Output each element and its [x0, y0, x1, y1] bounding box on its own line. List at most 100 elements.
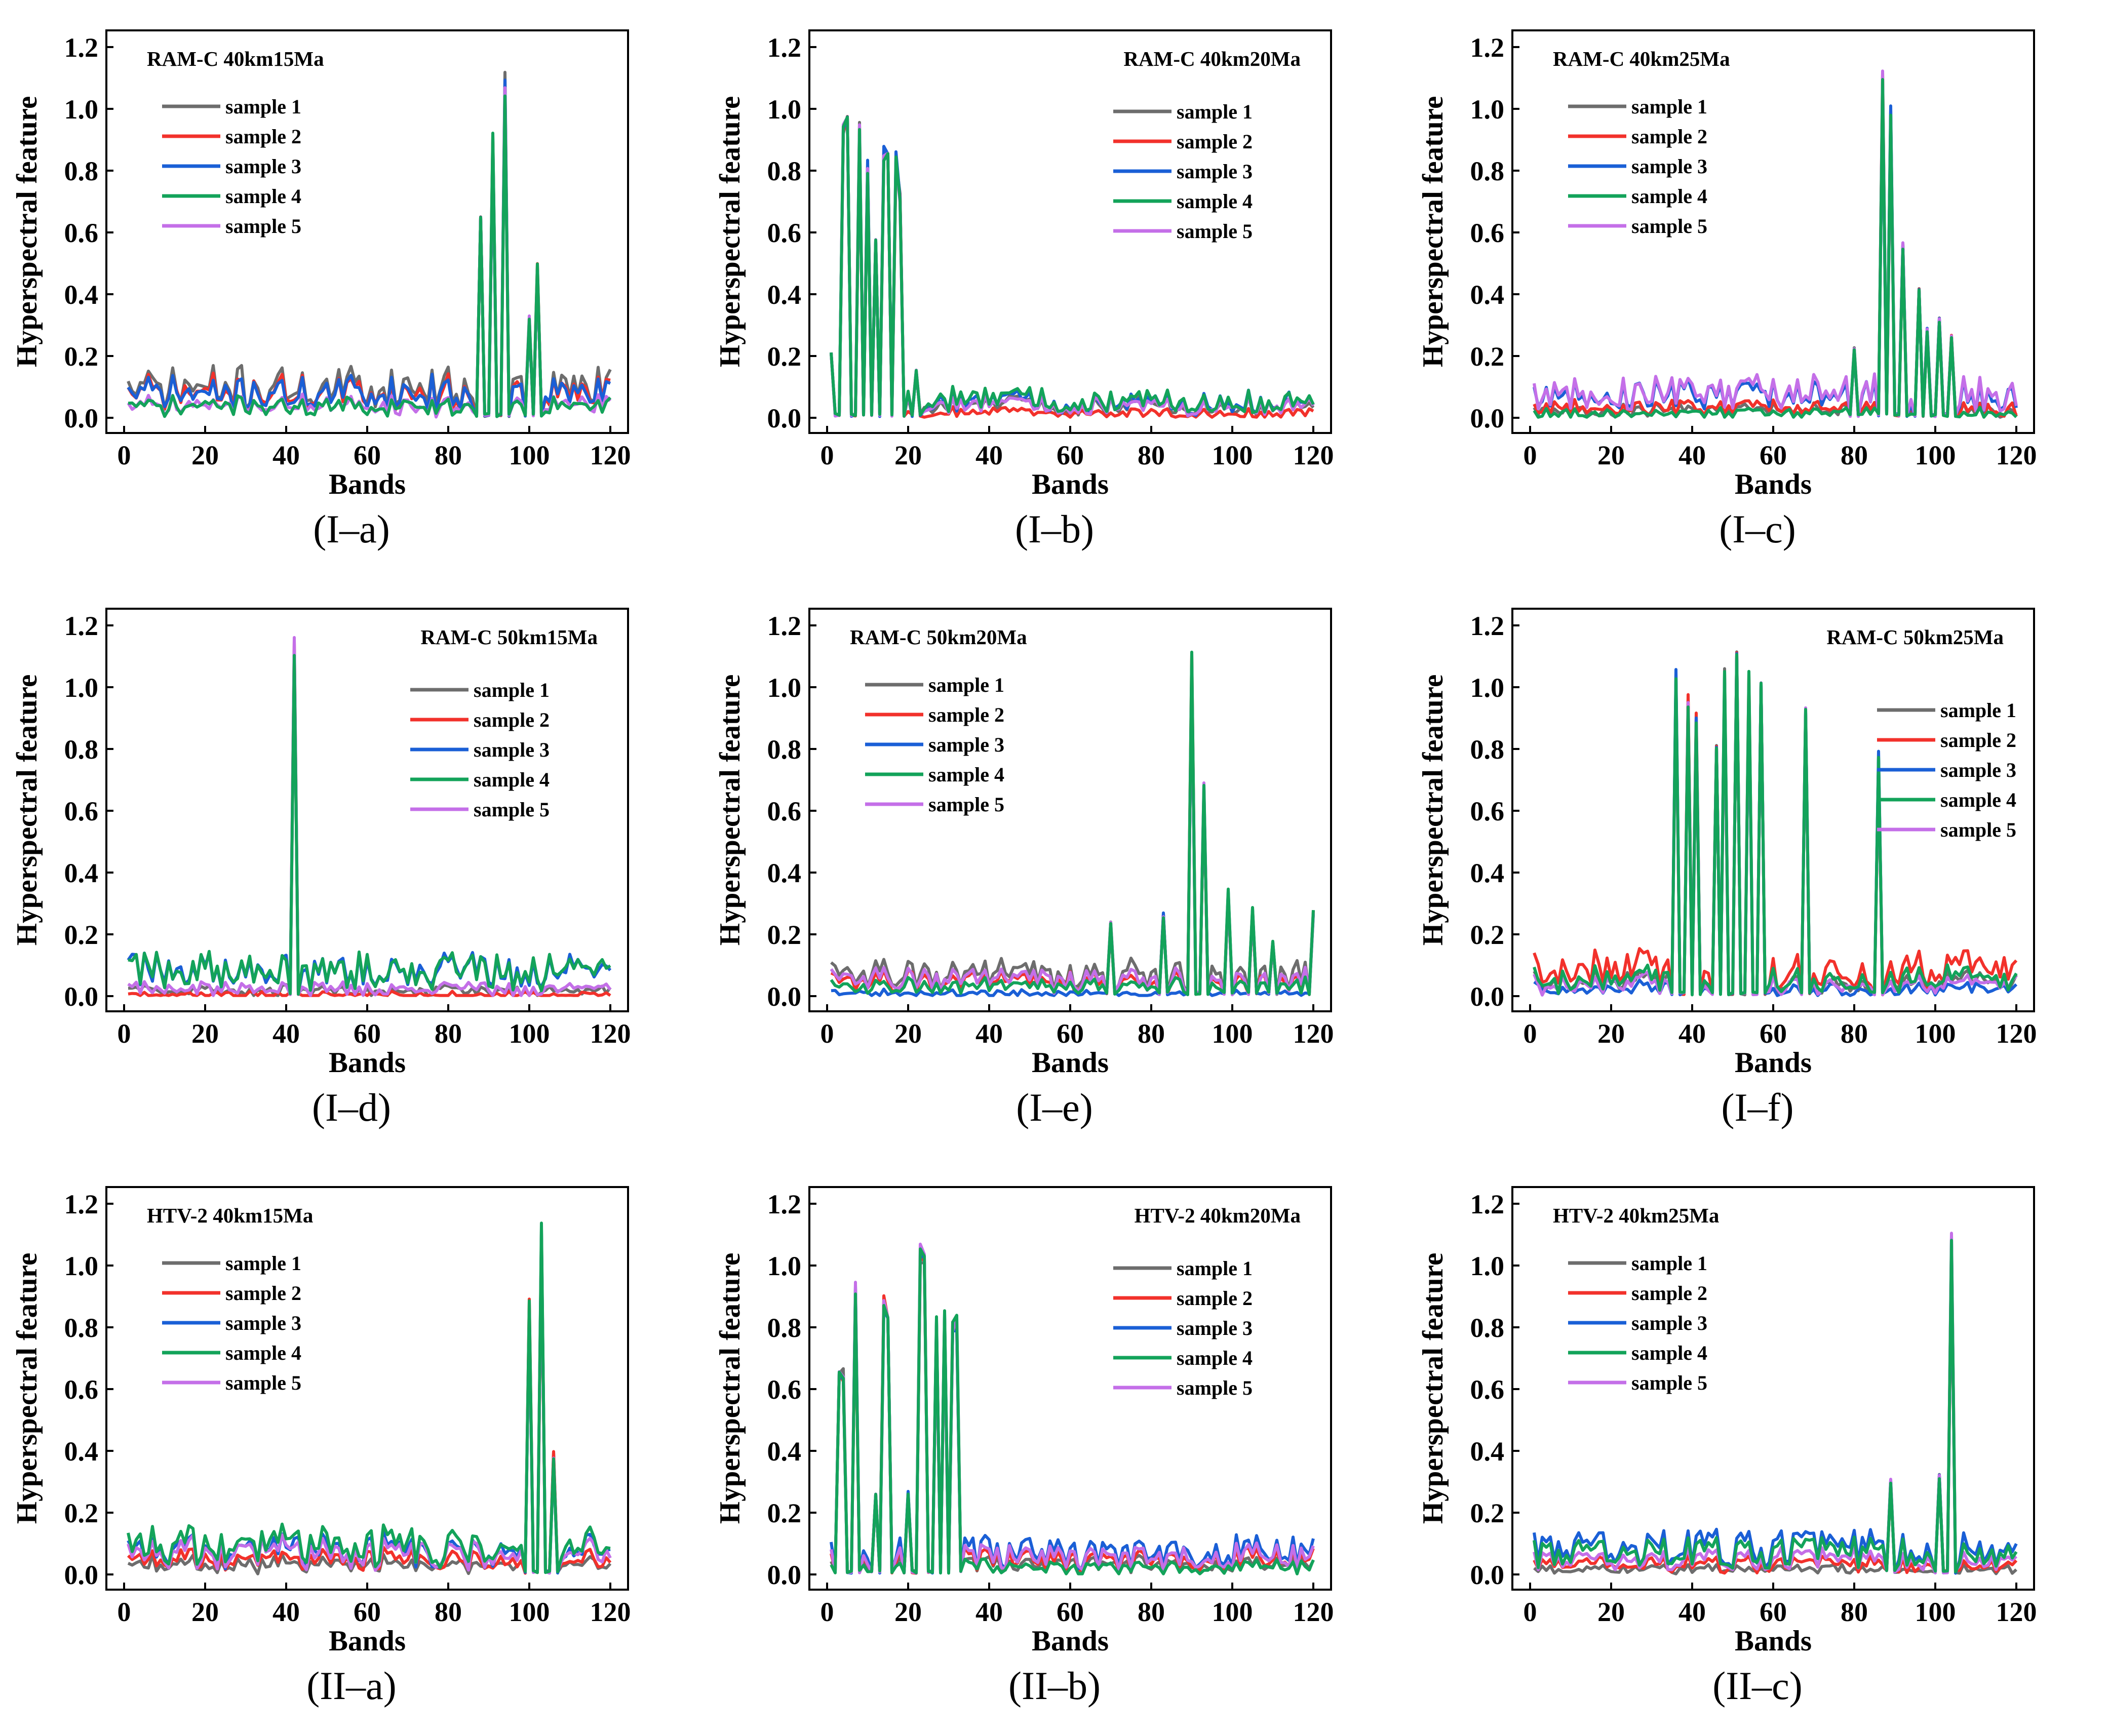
series-line-sample-4 — [128, 94, 612, 418]
x-tick-label: 120 — [1293, 1018, 1334, 1049]
x-tick-label: 60 — [354, 1018, 381, 1049]
y-tick-label: 0.6 — [767, 796, 802, 826]
panel-caption: (II–c) — [1712, 1664, 1803, 1708]
y-tick-label: 0.6 — [64, 218, 99, 248]
legend-label: sample 2 — [1631, 125, 1707, 148]
legend-label: sample 4 — [1940, 788, 2016, 811]
y-tick-label: 1.0 — [1470, 1251, 1505, 1281]
legend-label: sample 3 — [1177, 160, 1253, 183]
series-line-sample-4 — [1533, 78, 2018, 419]
x-axis-label: Bands — [1735, 468, 1812, 500]
y-tick-label: 1.0 — [767, 1251, 802, 1281]
legend-label: sample 2 — [225, 125, 301, 148]
y-tick-label: 1.0 — [767, 673, 802, 703]
y-tick-label: 0.4 — [767, 280, 802, 310]
series-line-sample-4 — [830, 115, 1315, 418]
x-tick-label: 80 — [435, 440, 462, 470]
chart-panel: 0 20 40 60 80 100 120 0.0 0.2 0.4 0.6 0.8 1.0 1.2 Band… — [703, 1157, 1406, 1735]
x-tick-label: 120 — [1293, 1597, 1334, 1627]
x-tick-label: 40 — [1678, 440, 1706, 470]
panel-title: RAM-C 40km20Ma — [1123, 47, 1301, 70]
x-tick-label: 40 — [272, 1597, 300, 1627]
y-tick-label: 0.2 — [64, 1498, 99, 1528]
series-line-sample-4 — [128, 654, 611, 996]
legend-label: sample 1 — [1631, 1252, 1707, 1275]
x-tick-label: 100 — [1915, 1597, 1956, 1627]
y-tick-label: 0.2 — [64, 920, 99, 950]
x-tick-label: 20 — [191, 1597, 219, 1627]
panel-title: HTV-2 40km25Ma — [1553, 1204, 1719, 1227]
y-tick-label: 0.2 — [1470, 1498, 1505, 1528]
x-tick-label: 20 — [1597, 1018, 1625, 1049]
legend-label: sample 2 — [1940, 729, 2016, 752]
y-tick-label: 0.2 — [1470, 920, 1505, 950]
x-tick-label: 60 — [1760, 1018, 1787, 1049]
chart-panel: 0 20 40 60 80 100 120 0.0 0.2 0.4 0.6 0.8 1.0 1.2 Band… — [703, 578, 1406, 1157]
y-tick-label: 0.0 — [1470, 403, 1505, 433]
y-tick-label: 0.0 — [64, 403, 99, 433]
chart-svg: 0 20 40 60 80 100 120 0.0 0.2 0.4 0.6 0.8 1.0 1.2 Band… — [11, 1186, 631, 1657]
series-line-sample-4 — [830, 1247, 1315, 1575]
series-line-sample-2 — [830, 652, 1315, 996]
legend-label: sample 1 — [225, 1252, 301, 1275]
chart-svg: 0 20 40 60 80 100 120 0.0 0.2 0.4 0.6 0.8 1.0 1.2 Band… — [1417, 29, 2037, 500]
panel-title: HTV-2 40km15Ma — [147, 1204, 313, 1227]
x-tick-label: 100 — [509, 440, 550, 470]
series-line-sample-4 — [127, 1221, 611, 1574]
legend-label: sample 5 — [1177, 220, 1253, 243]
x-tick-label: 0 — [821, 1597, 834, 1627]
x-tick-label: 120 — [590, 1597, 631, 1627]
y-tick-label: 0.8 — [64, 1313, 99, 1343]
chart-svg: 0 20 40 60 80 100 120 0.0 0.2 0.4 0.6 0.8 1.0 1.2 Band… — [714, 29, 1334, 500]
panel-caption: (I–f) — [1721, 1085, 1794, 1129]
y-tick-label: 1.2 — [767, 1189, 802, 1219]
legend-label: sample 3 — [1631, 155, 1707, 178]
y-axis-label: Hyperspectral feature — [1417, 1253, 1449, 1524]
y-tick-label: 0.6 — [1470, 1374, 1505, 1405]
panel-caption: (II–a) — [306, 1664, 397, 1708]
legend-label: sample 2 — [1177, 1287, 1253, 1310]
x-axis-label: Bands — [1735, 1047, 1812, 1079]
chart-panel: 0 20 40 60 80 100 120 0.0 0.2 0.4 0.6 0.8 1.0 1.2 Band… — [703, 0, 1406, 578]
x-tick-label: 40 — [1678, 1018, 1706, 1049]
y-tick-label: 0.0 — [767, 403, 802, 433]
y-tick-label: 0.8 — [1470, 1313, 1505, 1343]
y-tick-label: 1.2 — [1470, 611, 1505, 641]
legend-label: sample 5 — [1940, 818, 2016, 841]
y-tick-label: 0.4 — [1470, 858, 1505, 888]
y-tick-label: 0.2 — [1470, 341, 1505, 372]
y-axis-label: Hyperspectral feature — [1417, 675, 1449, 946]
x-tick-label: 100 — [1212, 440, 1253, 470]
x-axis-label: Bands — [329, 1047, 406, 1079]
x-tick-label: 20 — [894, 440, 922, 470]
x-tick-label: 100 — [1212, 1597, 1253, 1627]
y-axis-label: Hyperspectral feature — [714, 96, 746, 368]
x-tick-label: 20 — [894, 1018, 922, 1049]
chart-panel: 0 20 40 60 80 100 120 0.0 0.2 0.4 0.6 0.8 1.0 1.2 Band… — [1406, 0, 2109, 578]
x-axis-label: Bands — [329, 468, 406, 500]
y-tick-label: 0.4 — [64, 1436, 99, 1467]
legend-label: sample 3 — [1631, 1312, 1707, 1334]
legend-label: sample 1 — [1177, 1257, 1253, 1280]
x-axis-label: Bands — [1735, 1625, 1812, 1657]
x-axis-label: Bands — [1032, 468, 1109, 500]
legend-label: sample 1 — [1631, 95, 1707, 118]
y-tick-label: 0.8 — [767, 734, 802, 765]
legend-label: sample 5 — [1631, 215, 1707, 238]
x-tick-label: 80 — [1841, 1018, 1868, 1049]
y-axis-label: Hyperspectral feature — [714, 1253, 746, 1524]
legend-label: sample 3 — [225, 1312, 301, 1334]
y-tick-label: 0.0 — [64, 981, 99, 1012]
series-line-sample-1 — [127, 70, 612, 418]
series-line-sample-5 — [1533, 69, 2018, 418]
x-tick-label: 40 — [272, 1018, 300, 1049]
x-tick-label: 40 — [272, 440, 300, 470]
y-axis-label: Hyperspectral feature — [11, 1253, 43, 1524]
y-tick-label: 0.6 — [1470, 796, 1505, 826]
y-tick-label: 0.8 — [64, 734, 99, 765]
x-tick-label: 20 — [894, 1597, 922, 1627]
y-tick-label: 0.8 — [1470, 734, 1505, 765]
y-axis-label: Hyperspectral feature — [11, 675, 43, 946]
legend-label: sample 4 — [1177, 1347, 1253, 1369]
